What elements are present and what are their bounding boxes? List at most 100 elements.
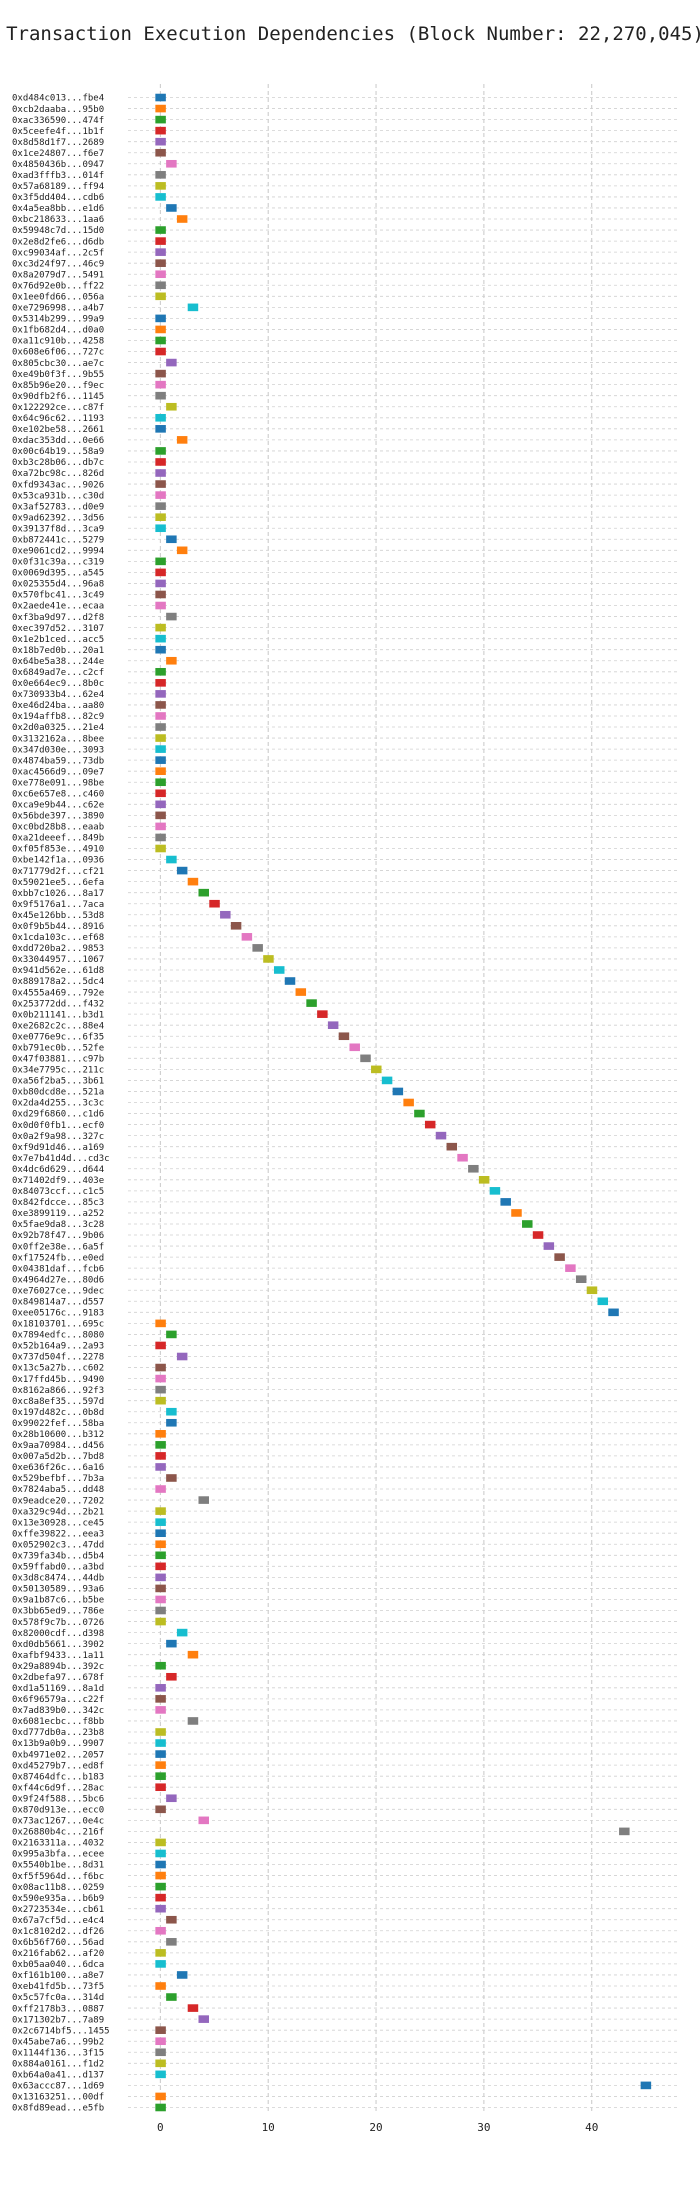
execution-bar bbox=[155, 1595, 166, 1604]
execution-bar bbox=[198, 1816, 209, 1825]
transaction-label: 0x87464dfc...b183 bbox=[12, 1772, 104, 1782]
execution-bar bbox=[155, 767, 166, 775]
transaction-label: 0x995a3bfa...ecee bbox=[12, 1850, 104, 1860]
transaction-label: 0x0f9b5b44...8916 bbox=[12, 922, 104, 932]
transaction-label: 0x71402df9...403e bbox=[12, 1176, 104, 1186]
transaction-label: 0x8a2079d7...5491 bbox=[12, 270, 104, 280]
transaction-label: 0x18b7ed0b...20a1 bbox=[12, 646, 104, 656]
execution-bar bbox=[155, 756, 166, 764]
execution-bar bbox=[155, 2037, 166, 2046]
execution-bar bbox=[155, 1396, 166, 1405]
transaction-label: 0x578f9c7b...0726 bbox=[12, 1618, 104, 1628]
transaction-label: 0x122292ce...c87f bbox=[12, 403, 104, 413]
execution-bar bbox=[586, 1286, 598, 1295]
execution-bar bbox=[176, 215, 188, 223]
execution-bar bbox=[155, 1739, 166, 1747]
execution-bar bbox=[166, 1418, 177, 1427]
execution-bar bbox=[155, 778, 166, 787]
transaction-label: 0xca9e9b44...c62e bbox=[12, 801, 104, 811]
execution-bar bbox=[155, 1838, 166, 1847]
transaction-label: 0x590e935a...b6b9 bbox=[12, 1894, 104, 1904]
transaction-label: 0x7894edfc...8080 bbox=[12, 1331, 104, 1341]
transaction-label: 0x13163251...00df bbox=[12, 2093, 104, 2103]
execution-bar bbox=[155, 679, 166, 687]
transaction-label: 0xe46d24ba...aa80 bbox=[12, 701, 104, 711]
execution-bar bbox=[155, 2092, 166, 2101]
execution-bar bbox=[166, 855, 177, 864]
transaction-label: 0x0f31c39a...c319 bbox=[12, 558, 104, 568]
grid-layer bbox=[128, 84, 678, 2113]
transaction-label: 0x04381daf...fcb6 bbox=[12, 1264, 104, 1274]
transaction-label: 0xa56f2ba5...3b61 bbox=[12, 1077, 104, 1087]
execution-bar bbox=[155, 1783, 166, 1792]
execution-bar bbox=[198, 888, 209, 897]
transaction-label: 0xd777db0a...23b8 bbox=[12, 1728, 104, 1738]
transaction-label: 0x0a2f9a98...327c bbox=[12, 1132, 104, 1142]
transaction-label: 0x889178a2...5dc4 bbox=[12, 977, 104, 987]
transaction-label: 0xb872441c...5279 bbox=[12, 535, 104, 545]
execution-bar bbox=[155, 1551, 166, 1560]
transaction-label: 0x0b211141...b3d1 bbox=[12, 1010, 104, 1020]
execution-bar bbox=[155, 833, 166, 842]
execution-bar bbox=[155, 126, 166, 135]
execution-bar bbox=[155, 1573, 166, 1582]
transaction-label: 0x2aede41e...ecaa bbox=[12, 602, 104, 612]
execution-bar bbox=[263, 955, 274, 963]
execution-bar bbox=[155, 1695, 166, 1703]
transaction-label: 0x39137f8d...3ca9 bbox=[12, 524, 104, 534]
transaction-label: 0xad3fffb3...014f bbox=[12, 171, 104, 181]
execution-bar bbox=[209, 899, 220, 908]
execution-bar bbox=[155, 1926, 166, 1935]
execution-bar bbox=[155, 148, 166, 157]
execution-bar bbox=[155, 2048, 166, 2057]
transaction-label: 0xd29f6860...c1d6 bbox=[12, 1110, 104, 1120]
execution-bar bbox=[155, 1441, 166, 1449]
transaction-label: 0x76d92e0b...ff22 bbox=[12, 281, 104, 291]
transaction-label: 0xff2178b3...0887 bbox=[12, 2004, 104, 2014]
execution-bar bbox=[176, 546, 188, 555]
transaction-label: 0x59021ee5...6efa bbox=[12, 878, 104, 888]
execution-bar bbox=[155, 800, 166, 809]
transaction-label: 0xdd720ba2...9853 bbox=[12, 944, 104, 954]
execution-bar bbox=[155, 745, 166, 753]
transaction-label: 0x18103701...695c bbox=[12, 1320, 104, 1330]
execution-bar bbox=[176, 1628, 188, 1637]
execution-bar bbox=[155, 1882, 166, 1891]
transaction-label: 0x052902c3...47dd bbox=[12, 1540, 104, 1550]
chart-title: Transaction Execution Dependencies (Bloc… bbox=[6, 23, 700, 45]
transaction-label: 0xc8a8ef35...597d bbox=[12, 1397, 104, 1407]
execution-bar bbox=[155, 1904, 166, 1913]
execution-bar bbox=[565, 1264, 576, 1272]
transaction-label: 0x26880b4c...216f bbox=[12, 1828, 104, 1838]
execution-bar bbox=[155, 1452, 166, 1460]
transaction-label: 0x8d58d1f7...2689 bbox=[12, 138, 104, 148]
transaction-label: 0x85b96e20...f9ec bbox=[12, 381, 104, 391]
transaction-label: 0x347d030e...3093 bbox=[12, 745, 104, 755]
execution-bar bbox=[597, 1297, 609, 1306]
transaction-label: 0x1c8102d2...df26 bbox=[12, 1927, 104, 1937]
execution-bar bbox=[155, 1849, 166, 1858]
x-tick-label: 40 bbox=[585, 2121, 598, 2134]
execution-bar bbox=[166, 1330, 177, 1339]
execution-bar bbox=[166, 358, 177, 367]
execution-bar bbox=[155, 1893, 166, 1902]
transaction-label: 0x529befbf...7b3a bbox=[12, 1474, 104, 1484]
execution-bar bbox=[155, 314, 166, 323]
transaction-label: 0x2dbefa97...678f bbox=[12, 1673, 104, 1683]
transaction-label: 0x608e6f06...727c bbox=[12, 348, 104, 358]
execution-bar bbox=[166, 204, 177, 212]
execution-bar bbox=[155, 822, 166, 831]
execution-bar bbox=[155, 1684, 166, 1692]
transaction-label: 0xe76027ce...9dec bbox=[12, 1286, 104, 1296]
transaction-label: 0xe102be58...2661 bbox=[12, 425, 104, 435]
execution-bar bbox=[155, 524, 166, 533]
execution-bar bbox=[155, 723, 166, 731]
execution-bar bbox=[155, 1949, 166, 1957]
execution-bar bbox=[155, 1485, 166, 1493]
execution-bar bbox=[155, 1319, 166, 1328]
execution-bar bbox=[241, 933, 253, 941]
execution-bar bbox=[155, 1518, 166, 1526]
transaction-label: 0x7e7b41d4d...cd3c bbox=[12, 1154, 110, 1164]
execution-bar bbox=[371, 1065, 382, 1074]
transaction-label: 0x9eadce20...7202 bbox=[12, 1496, 104, 1506]
